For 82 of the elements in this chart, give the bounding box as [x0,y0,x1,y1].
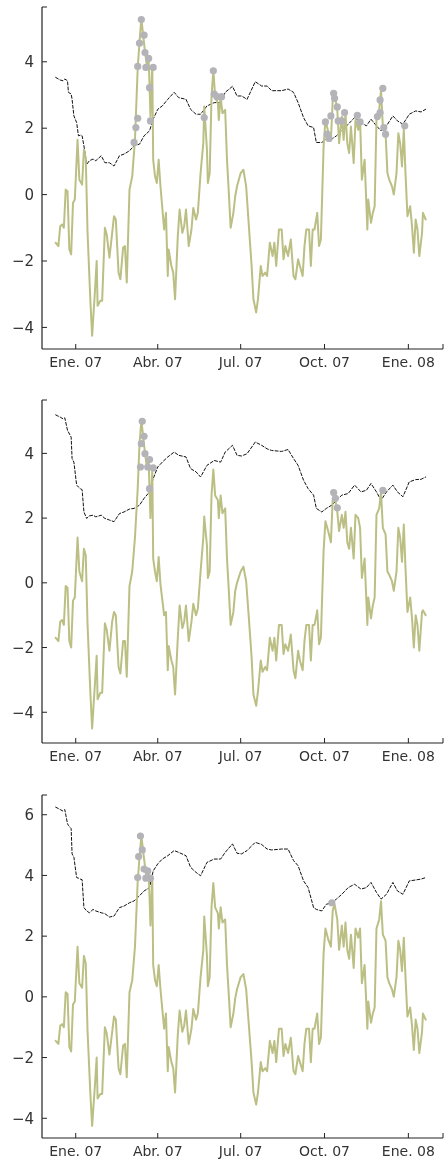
x-tick-label: Oct. 07 [299,748,350,764]
y-tick-label: 2 [24,927,34,946]
point [145,485,154,493]
y-tick-label: 2 [24,119,34,138]
point [144,463,152,471]
point [379,84,387,92]
point [134,873,142,882]
point [325,134,333,143]
point [146,117,155,125]
point [134,114,142,122]
point [140,432,148,440]
point [140,31,148,39]
point [333,504,341,512]
x-tick-label: Oct. 07 [299,1143,350,1159]
x-tick-label: Oct. 07 [299,354,350,370]
y-tick-label: −4 [11,703,34,722]
y-tick-label: −2 [11,1048,34,1067]
point [142,63,150,72]
point [330,94,339,102]
y-tick-label: 0 [24,574,34,593]
point [340,108,349,117]
x-tick-label: Ene. 07 [49,748,103,764]
point [333,103,341,111]
x-tick-label: Ene. 08 [381,1143,435,1159]
x-tick-label: Jul. 07 [217,748,263,764]
point [149,464,157,472]
line-series [55,414,427,523]
point [209,67,217,75]
point [376,108,384,117]
point [321,118,330,126]
y-tick-label: −2 [11,252,34,271]
point [141,48,149,57]
x-tick-label: Ene. 07 [49,1143,103,1159]
point [331,494,340,502]
point [136,832,145,840]
y-tick-label: −2 [11,638,34,657]
point [376,96,384,104]
y-tick-label: −4 [11,1109,34,1128]
point [136,463,145,471]
point [145,84,154,92]
point [138,417,146,425]
point [330,488,338,497]
point [135,853,143,861]
point [141,450,149,458]
x-tick-label: Abr. 07 [132,354,183,370]
point [327,112,335,120]
x-tick-label: Abr. 07 [132,748,183,764]
y-tick-label: −4 [11,318,34,337]
point [130,138,138,147]
y-tick-label: 4 [24,444,34,463]
y-tick-label: 0 [24,185,34,204]
point [379,486,387,494]
point [145,455,154,464]
point [135,39,144,47]
point [138,846,146,854]
point [380,123,388,132]
y-tick-label: 0 [24,988,34,1007]
point [149,63,157,72]
point [401,122,409,130]
point [144,867,152,875]
point [137,440,145,448]
y-tick-label: 6 [24,805,34,824]
x-tick-label: Jul. 07 [217,1143,263,1159]
x-tick-label: Jul. 07 [217,354,263,370]
x-tick-label: Abr. 07 [132,1143,183,1159]
line-series [55,76,427,167]
point [137,16,145,24]
x-tick-label: Ene. 07 [49,354,103,370]
point [353,111,361,119]
y-tick-label: 4 [24,53,34,72]
y-tick-label: 4 [24,866,34,885]
point [356,118,364,126]
line-series [55,806,427,918]
point [328,899,336,907]
point [134,62,142,71]
point [381,130,390,138]
y-tick-label: 2 [24,509,34,528]
x-tick-label: Ene. 08 [381,748,435,764]
point [145,54,153,63]
point [132,123,140,132]
point [200,113,208,122]
x-tick-label: Ene. 08 [381,354,435,370]
